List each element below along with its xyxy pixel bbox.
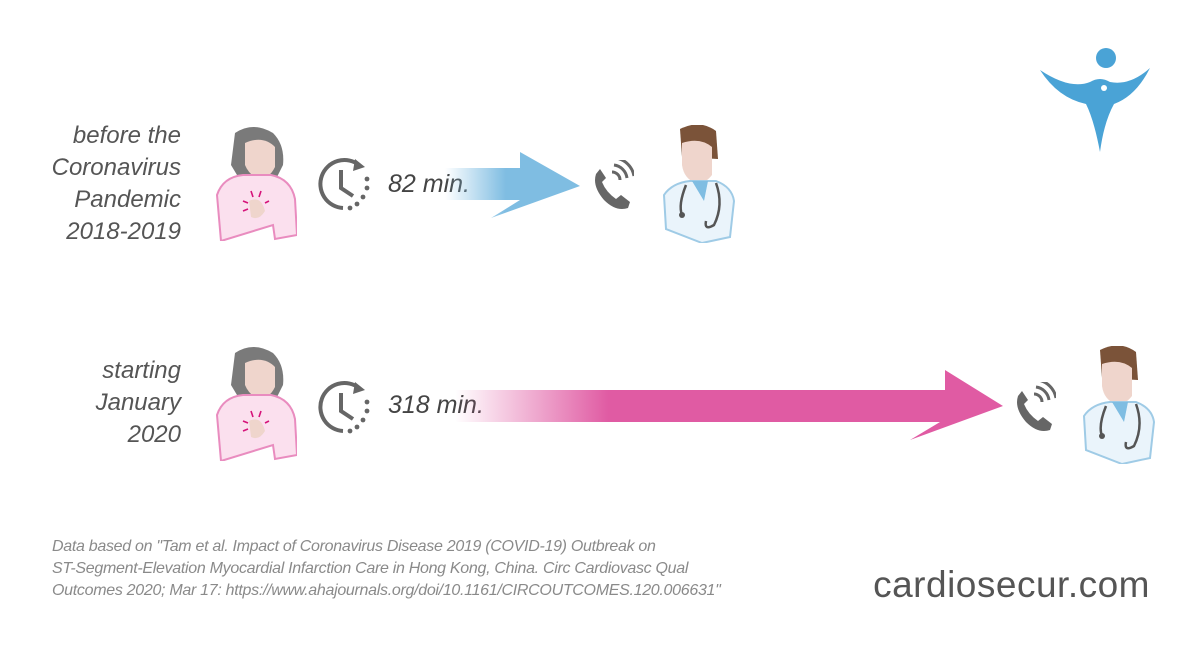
cardiosecur-logo — [1040, 48, 1150, 152]
woman-chest-pain-icon — [213, 345, 297, 461]
arrow-icon — [445, 152, 580, 218]
brand-website: cardiosecur.com — [873, 564, 1150, 605]
doctor-icon — [660, 125, 736, 243]
row-label-after: starting January 2020 — [95, 357, 181, 448]
arrow-icon — [455, 370, 1003, 440]
phone-icon — [590, 160, 634, 210]
clock-icon — [315, 155, 371, 213]
row-label-before: before the Coronavirus Pandemic 2018-201… — [51, 122, 181, 245]
woman-chest-pain-icon — [213, 125, 297, 241]
doctor-icon — [1080, 346, 1156, 464]
phone-icon — [1012, 382, 1056, 432]
clock-icon — [315, 378, 371, 436]
citation: Data based on "Tam et al. Impact of Coro… — [52, 538, 721, 599]
